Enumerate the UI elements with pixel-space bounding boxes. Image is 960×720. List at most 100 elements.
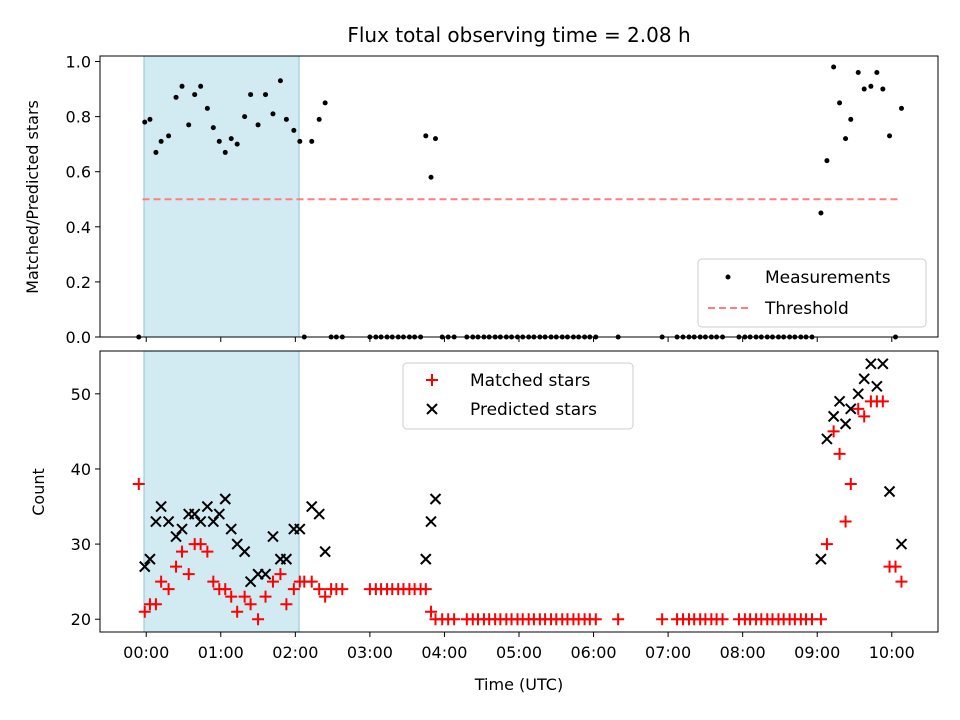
measurement-point	[283, 116, 289, 122]
measurement-point	[204, 105, 210, 111]
predicted-star-point	[877, 358, 889, 370]
matched-star-point	[182, 568, 195, 581]
matched-star-point	[252, 613, 265, 626]
bottom-ytick-label: 30	[71, 535, 91, 554]
measurement-point	[228, 136, 234, 142]
matched-star-point	[207, 575, 220, 588]
legend-matched-label: Matched stars	[470, 371, 590, 391]
bottom-legend-box	[402, 362, 634, 430]
bottom-xtick-label: 09:00	[794, 643, 840, 662]
measurement-point	[147, 116, 153, 122]
predicted-star-point	[238, 545, 251, 558]
bottom-xtick-label: 03:00	[347, 643, 393, 662]
matched-star-point	[814, 613, 827, 626]
matched-star-point	[155, 575, 168, 588]
matched-star-point	[219, 583, 232, 596]
legend-predicted-label: Predicted stars	[470, 400, 597, 420]
measurement-point	[309, 138, 315, 144]
measurement-point	[153, 149, 159, 155]
top-ytick-label: 0.6	[66, 163, 91, 182]
matched-star-point	[266, 575, 279, 588]
matched-star-point	[425, 605, 438, 618]
bottom-xtick-label: 07:00	[645, 643, 691, 662]
predicted-star-point	[319, 545, 331, 558]
matched-star-point	[238, 590, 251, 603]
measurement-point	[316, 116, 322, 122]
measurement-point	[166, 133, 172, 139]
matched-star-point	[313, 583, 326, 596]
predicted-star-point	[225, 523, 237, 535]
matched-star-point	[201, 545, 214, 558]
predicted-star-point	[213, 508, 225, 520]
bottom-xtick-label: 01:00	[198, 643, 244, 662]
matched-star-point	[138, 605, 151, 618]
top-ytick-label: 0.4	[66, 218, 91, 237]
bottom-xtick-label: 08:00	[720, 643, 766, 662]
matched-star-point	[259, 590, 272, 603]
matched-star-point	[820, 538, 833, 551]
predicted-star-point	[188, 508, 201, 520]
predicted-star-point	[865, 358, 877, 370]
predicted-star-point	[883, 485, 896, 498]
matched-star-point	[589, 613, 602, 626]
bottom-panel: 20 30 40 50 00:00 01:00 02:00 03:00 04:00 05:00 06…	[29, 350, 939, 694]
predicted-star-point	[176, 523, 188, 535]
measurement-point	[186, 122, 192, 128]
measurement-point	[198, 83, 204, 89]
legend-threshold-label: Threshold	[764, 299, 849, 319]
measurement-point	[855, 70, 861, 76]
measurement-point	[234, 141, 240, 147]
measurement-point	[818, 210, 824, 216]
matched-star-point	[419, 583, 432, 596]
bottom-xtick-label: 04:00	[421, 643, 467, 662]
predicted-star-point	[259, 568, 272, 580]
measurement-point	[887, 133, 893, 139]
predicted-star-point	[827, 410, 840, 423]
measurement-point	[322, 100, 328, 106]
predicted-star-point	[194, 515, 207, 528]
measurement-point	[263, 92, 269, 98]
measurement-point	[270, 111, 276, 117]
measurement-point	[248, 92, 254, 98]
matched-star-point	[274, 568, 287, 581]
matched-star-point	[231, 605, 244, 618]
predicted-star-point	[895, 538, 908, 550]
top-legend: Measurements Threshold	[697, 258, 927, 328]
top-title: Flux total observing time = 2.08 h	[347, 23, 690, 47]
measurement-point	[837, 100, 843, 106]
measurement-point	[255, 122, 261, 128]
predicted-star-point	[267, 530, 279, 543]
measurement-point	[297, 138, 303, 144]
bottom-xtick-label: 00:00	[123, 643, 169, 662]
top-ytick-label: 0.0	[66, 328, 91, 347]
matched-star-point	[876, 395, 889, 408]
predicted-star-point	[162, 515, 175, 528]
matched-star-point	[827, 425, 840, 438]
measurement-point	[874, 70, 880, 76]
matched-star-point	[844, 477, 857, 490]
bottom-ytick-label: 20	[71, 610, 91, 629]
matched-star-point	[716, 613, 729, 626]
bottom-xtick-label: 10:00	[869, 643, 915, 662]
predicted-star-point	[858, 373, 870, 385]
measurement-point	[428, 174, 434, 180]
legend-measurements-label: Measurements	[765, 268, 891, 288]
legend-matched-marker	[426, 374, 438, 386]
bottom-legend: Matched stars Predicted stars	[402, 362, 634, 430]
predicted-star-point	[294, 523, 306, 535]
predicted-star-point	[139, 560, 151, 573]
matched-star-point	[612, 613, 625, 626]
top-ytick-label: 1.0	[66, 53, 91, 72]
measurement-point	[843, 136, 849, 142]
top-ytick-label: 0.2	[66, 273, 91, 292]
predicted-star-point	[219, 493, 231, 505]
matched-star-point	[305, 575, 318, 588]
measurement-point	[192, 92, 198, 98]
measurement-point	[291, 127, 297, 133]
measurement-point	[848, 116, 854, 122]
predicted-star-point	[815, 553, 827, 565]
bottom-xtick-label: 06:00	[571, 643, 617, 662]
matched-star-point	[336, 583, 349, 596]
predicted-star-point	[429, 493, 442, 505]
predicted-star-point	[170, 530, 182, 543]
